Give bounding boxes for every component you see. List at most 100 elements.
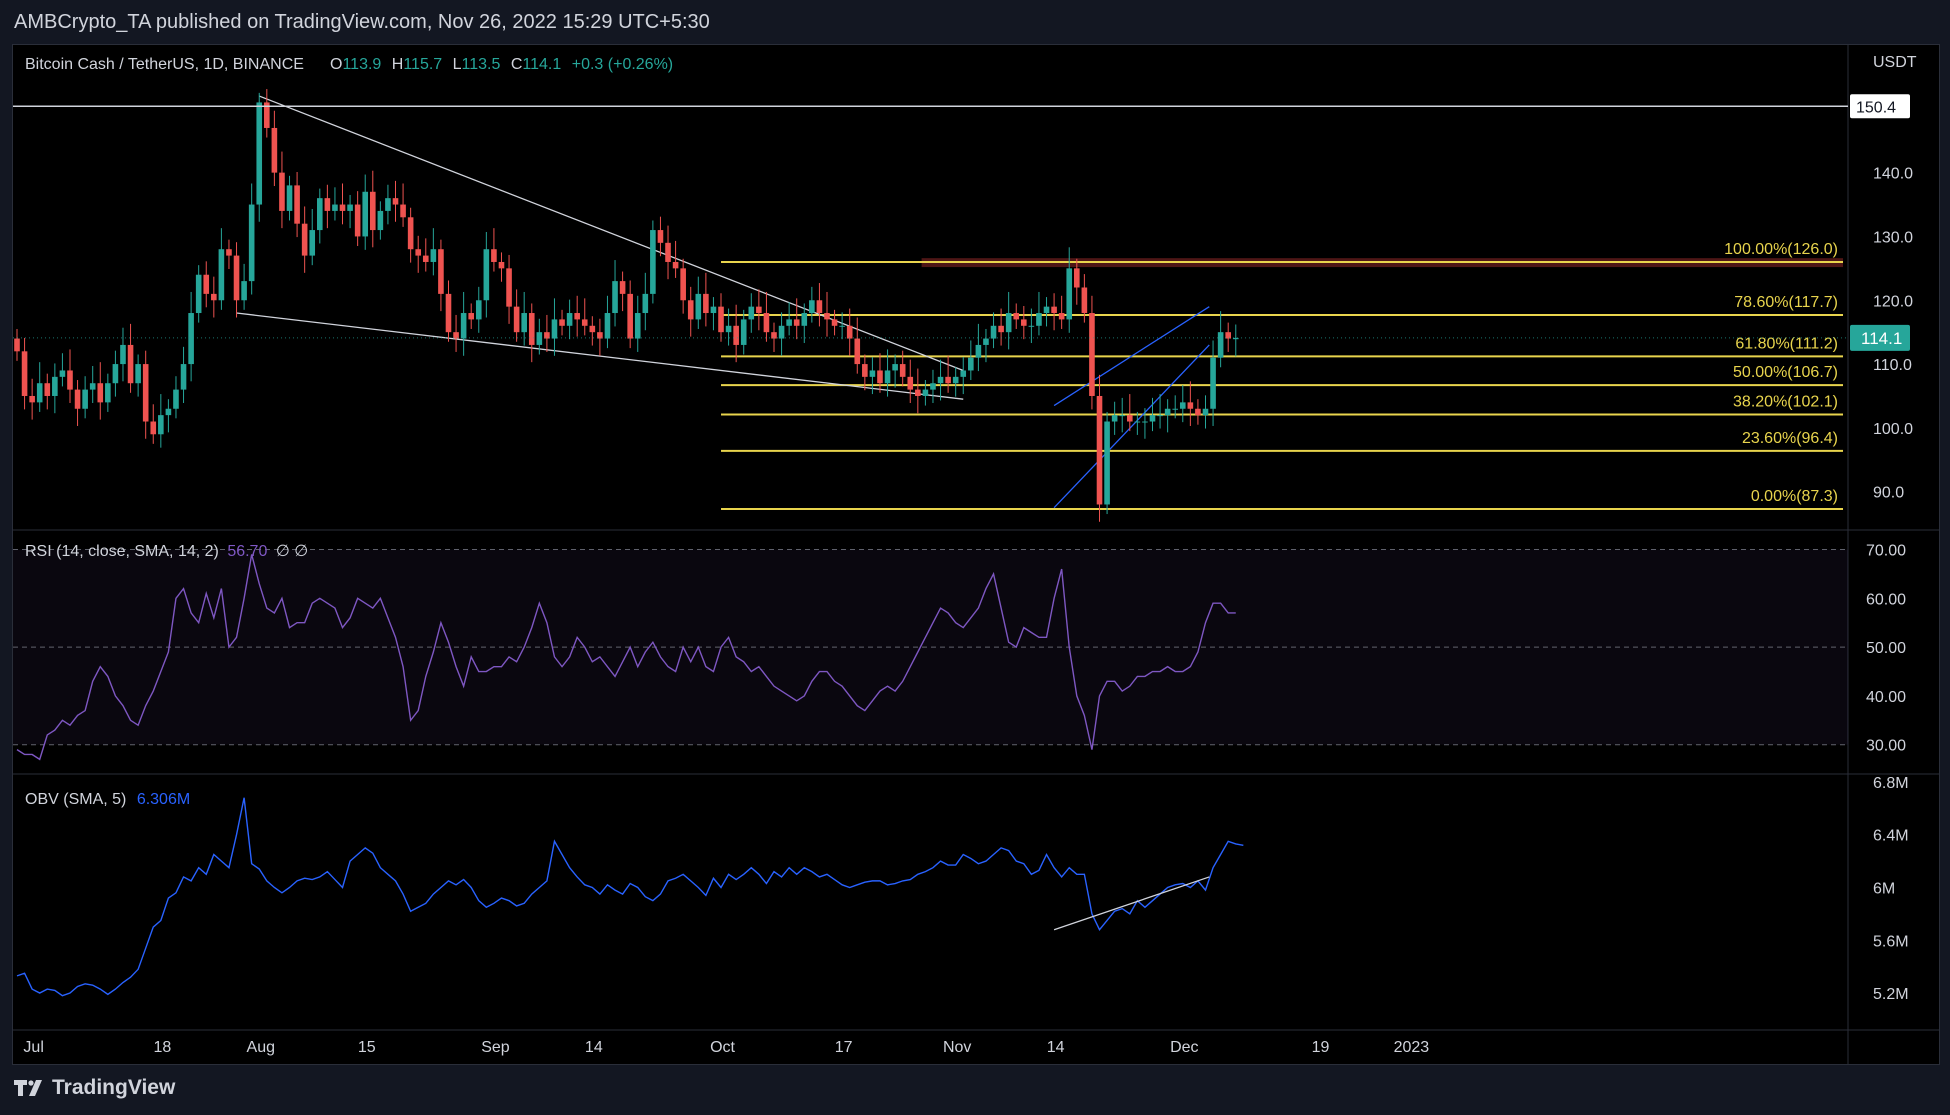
candle-body [846, 325, 853, 339]
candle-body [415, 249, 422, 256]
x-tick-label: 15 [358, 1039, 376, 1056]
candle-body [52, 376, 58, 396]
wedge-lower-line [236, 312, 964, 400]
fib-level-label: 23.60%(96.4) [1742, 430, 1838, 447]
candle-body [392, 198, 399, 205]
obv-legend[interactable]: OBV (SMA, 5) 6.306M [25, 791, 190, 808]
candle-body [680, 268, 686, 301]
candle-body [703, 293, 709, 314]
candle-body [59, 370, 66, 377]
candle-body [165, 408, 172, 416]
rsi-tick-label: 30.00 [1866, 738, 1906, 755]
rsi-legend[interactable]: RSI (14, close, SMA, 14, 2) 56.70 ∅ ∅ [25, 543, 308, 560]
candle-body [14, 338, 20, 352]
candle-body [332, 204, 338, 211]
candle-body [286, 185, 293, 211]
candle-body [89, 383, 96, 390]
obv-tick-label: 6.8M [1873, 775, 1909, 792]
candle-body [604, 313, 611, 339]
price-tick-label: 100.0 [1873, 421, 1913, 438]
fib-level-label: 61.80%(111.2) [1735, 335, 1838, 352]
candle-body [256, 102, 263, 205]
candle-body [824, 313, 830, 320]
candle-body [1021, 319, 1027, 326]
candlestick-series[interactable] [13, 89, 1848, 522]
candle-body [642, 293, 649, 314]
candle-body [899, 364, 906, 377]
tradingview-logo[interactable]: TradingView [14, 1076, 175, 1100]
wedge-upper-line [259, 95, 964, 372]
obv-tick-label: 5.2M [1873, 986, 1909, 1003]
chart-svg[interactable]: 100.00%(126.0) 78.60%(117.7) 61.80%(111.2)… [13, 45, 1939, 1064]
last-price-badge [1850, 324, 1910, 351]
candle-body [1074, 268, 1080, 288]
candle-body [1134, 421, 1141, 423]
candle-body [793, 319, 800, 326]
rsi-indicator[interactable] [13, 549, 1848, 761]
candle-body [748, 306, 755, 320]
fib-level-label: 38.20%(102.1) [1733, 393, 1838, 410]
x-tick-label: Oct [710, 1039, 735, 1056]
candle-body [1225, 332, 1231, 339]
candle-body [309, 230, 316, 256]
candle-body [422, 255, 429, 262]
price-tick-label: 110.0 [1873, 357, 1912, 374]
candle-body [998, 325, 1004, 333]
candle-body [1232, 337, 1239, 340]
candle-body [831, 319, 838, 326]
candle-body [839, 325, 845, 327]
candle-body [1142, 421, 1148, 423]
chart-area[interactable]: 100.00%(126.0) 78.60%(117.7) 61.80%(111.2)… [12, 44, 1940, 1065]
candle-body [1195, 408, 1201, 416]
last-price-label: 114.1 [1861, 329, 1902, 348]
horizontal-line-label: 150.4 [1856, 99, 1896, 116]
candle-body [650, 230, 656, 294]
candle-body [233, 255, 240, 301]
fib-level-label: 100.00%(126.0) [1724, 241, 1838, 258]
candle-body [36, 383, 43, 403]
candle-body [1164, 408, 1171, 416]
candle-body [150, 421, 157, 435]
symbol-title[interactable]: Bitcoin Cash / TetherUS, 1D, BINANCE [25, 56, 304, 73]
rsi-tick-label: 40.00 [1866, 689, 1906, 706]
candle-body [763, 313, 770, 333]
publish-header: AMBCrypto_TA published on TradingView.co… [0, 0, 1950, 44]
x-tick-label: Aug [247, 1039, 275, 1056]
candle-body [271, 127, 278, 173]
candle-body [521, 313, 527, 333]
candle-body [952, 376, 959, 384]
obv-indicator[interactable] [16, 797, 1244, 997]
candle-body [158, 415, 164, 435]
trend-drawings[interactable] [236, 95, 1210, 509]
candle-body [97, 383, 104, 403]
candle-body [627, 293, 633, 339]
candle-body [528, 313, 535, 345]
candle-body [445, 293, 452, 333]
obv-tick-label: 6M [1873, 880, 1895, 897]
candle-body [778, 325, 785, 339]
candle-body [854, 338, 861, 365]
price-tick-label: 140.0 [1873, 166, 1913, 183]
x-tick-label: 19 [1312, 1039, 1330, 1056]
tradingview-logo-icon [14, 1080, 42, 1096]
candle-body [188, 313, 194, 365]
candle-body [733, 325, 739, 345]
candle-body [740, 319, 747, 345]
rsi-tick-label: 60.00 [1866, 591, 1906, 608]
candle-body [513, 306, 520, 333]
candle-body [1157, 415, 1163, 417]
candle-body [1202, 408, 1209, 416]
candle-body [44, 383, 51, 396]
candle-body [74, 389, 81, 409]
candle-body [29, 395, 35, 403]
candle-body [21, 351, 28, 396]
candle-body [385, 198, 391, 211]
candle-body [687, 300, 694, 320]
candle-body [354, 204, 361, 237]
candle-body [1005, 313, 1012, 333]
candle-body [264, 102, 270, 128]
rsi-tick-label: 50.00 [1866, 640, 1906, 657]
fib-level-label: 50.00%(106.7) [1733, 364, 1838, 381]
candle-body [710, 306, 717, 314]
candle-body [324, 198, 331, 211]
